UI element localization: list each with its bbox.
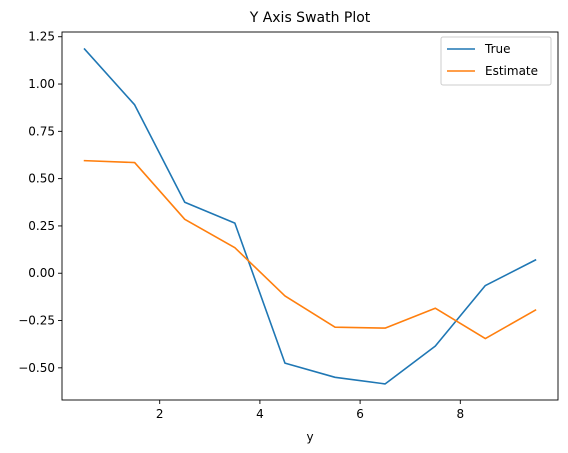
y-tick-label: 0.50 — [28, 172, 55, 186]
legend-label-true: True — [484, 42, 511, 56]
y-tick-label: 0.75 — [28, 124, 55, 138]
y-tick-label: −0.50 — [18, 361, 55, 375]
legend: True Estimate — [440, 36, 552, 86]
x-axis-title: y — [306, 430, 313, 444]
y-tick-label: 0.00 — [28, 266, 55, 280]
x-tick-label: 4 — [256, 407, 264, 421]
series-line-true — [83, 47, 537, 385]
axes-frame — [61, 31, 559, 401]
y-tick-label: 1.25 — [28, 30, 55, 44]
y-tick-label: 1.00 — [28, 77, 55, 91]
legend-label-estimate: Estimate — [485, 64, 538, 78]
x-tick-label: 6 — [356, 407, 364, 421]
x-tick-label: 8 — [456, 407, 464, 421]
series-line-estimate — [83, 159, 537, 340]
x-tick-label: 2 — [156, 407, 164, 421]
chart-title: Y Axis Swath Plot — [249, 10, 371, 26]
y-tick-label: 0.25 — [28, 219, 55, 233]
y-tick-label: −0.25 — [18, 314, 55, 328]
plot-area: 2 4 6 8 −0.50 −0.25 0.00 0.25 0.50 0.75 1.00 1.25 — [18, 30, 559, 421]
